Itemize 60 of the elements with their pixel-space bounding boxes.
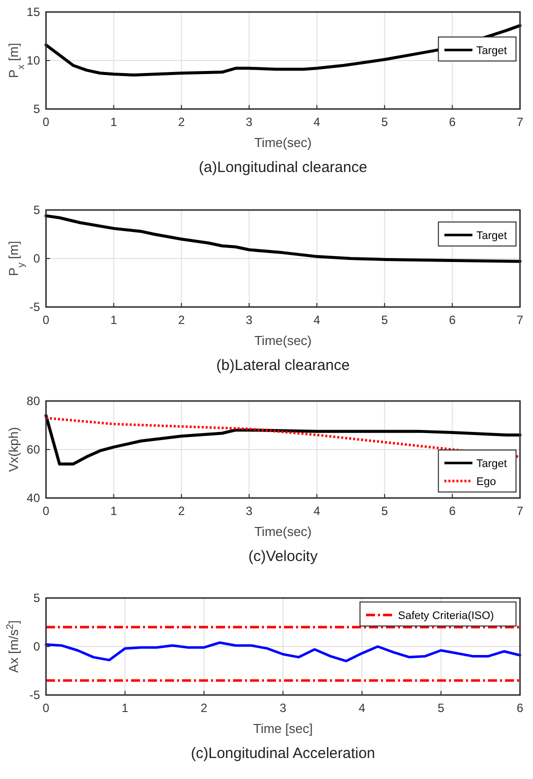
x-tick-label: 5 <box>438 701 445 715</box>
x-tick-label: 1 <box>110 504 118 518</box>
legend-label: Target <box>476 458 507 470</box>
text: (b)Lateral clearance <box>216 357 350 374</box>
x-tick-label: 6 <box>448 115 456 129</box>
line-series <box>44 214 522 263</box>
y-tick-label: 80 <box>26 394 40 408</box>
x-axis-title: Time(sec) <box>254 333 312 348</box>
x-tick-label: 4 <box>358 701 366 715</box>
x-tick-label: 5 <box>381 313 388 327</box>
x-tick-label: 3 <box>246 115 253 129</box>
x-tick-label: 5 <box>381 504 388 518</box>
text: (c)Longitudinal Acceleration <box>190 745 376 762</box>
x-tick-label: 3 <box>246 313 253 327</box>
x-tick-label: 0 <box>42 701 50 715</box>
x-tick-label: 1 <box>110 313 118 327</box>
x-tick-label: 3 <box>246 504 253 518</box>
x-tick-label: 0 <box>42 115 50 129</box>
x-tick-label: 5 <box>381 115 388 129</box>
line-series <box>44 641 522 662</box>
y-tick-label: 0 <box>33 252 40 266</box>
legend-label: Target <box>476 230 507 242</box>
x-tick-label: 2 <box>178 504 186 518</box>
y-tick-label: 40 <box>26 491 40 505</box>
x-tick-label: 6 <box>516 701 524 715</box>
x-tick-label: 4 <box>314 115 321 129</box>
x-tick-label: 1 <box>122 701 129 715</box>
x-tick-label: 7 <box>516 115 524 129</box>
x-tick-label: 4 <box>314 313 321 327</box>
x-tick-label: 7 <box>516 504 524 518</box>
x-axis-title: Time(sec) <box>254 524 312 539</box>
x-tick-label: 6 <box>448 313 456 327</box>
y-tick-label: -5 <box>29 300 40 314</box>
y-tick-label: 5 <box>33 102 40 116</box>
x-tick-label: 6 <box>448 504 456 518</box>
y-tick-label: 5 <box>33 203 40 217</box>
legend-label: Safety Criteria(ISO) <box>398 610 494 622</box>
x-axis-title: Time(sec) <box>254 135 312 150</box>
x-tick-label: 0 <box>42 313 50 327</box>
x-tick-label: 2 <box>200 701 208 715</box>
text: (a)Longitudinal clearance <box>198 159 368 176</box>
legend-label: Target <box>476 45 507 57</box>
y-tick-label: 0 <box>33 640 40 654</box>
x-tick-label: 1 <box>110 115 118 129</box>
y-tick-label: 5 <box>33 591 40 605</box>
line-series <box>44 416 522 458</box>
x-tick-label: 7 <box>516 313 524 327</box>
x-tick-label: 4 <box>314 504 321 518</box>
x-tick-label: 3 <box>280 701 287 715</box>
x-axis-title: Time [sec] <box>253 721 313 736</box>
y-tick-label: 15 <box>26 5 40 19</box>
legend-label: Ego <box>476 476 496 488</box>
x-tick-label: 0 <box>42 504 50 518</box>
x-tick-label: 2 <box>178 313 186 327</box>
y-axis-title: Vx(kph) <box>6 427 21 472</box>
text: (c)Velocity <box>248 548 318 565</box>
x-tick-label: 2 <box>178 115 186 129</box>
y-tick-label: -5 <box>29 688 40 702</box>
y-tick-label: 10 <box>26 54 40 68</box>
y-tick-label: 60 <box>26 442 40 456</box>
